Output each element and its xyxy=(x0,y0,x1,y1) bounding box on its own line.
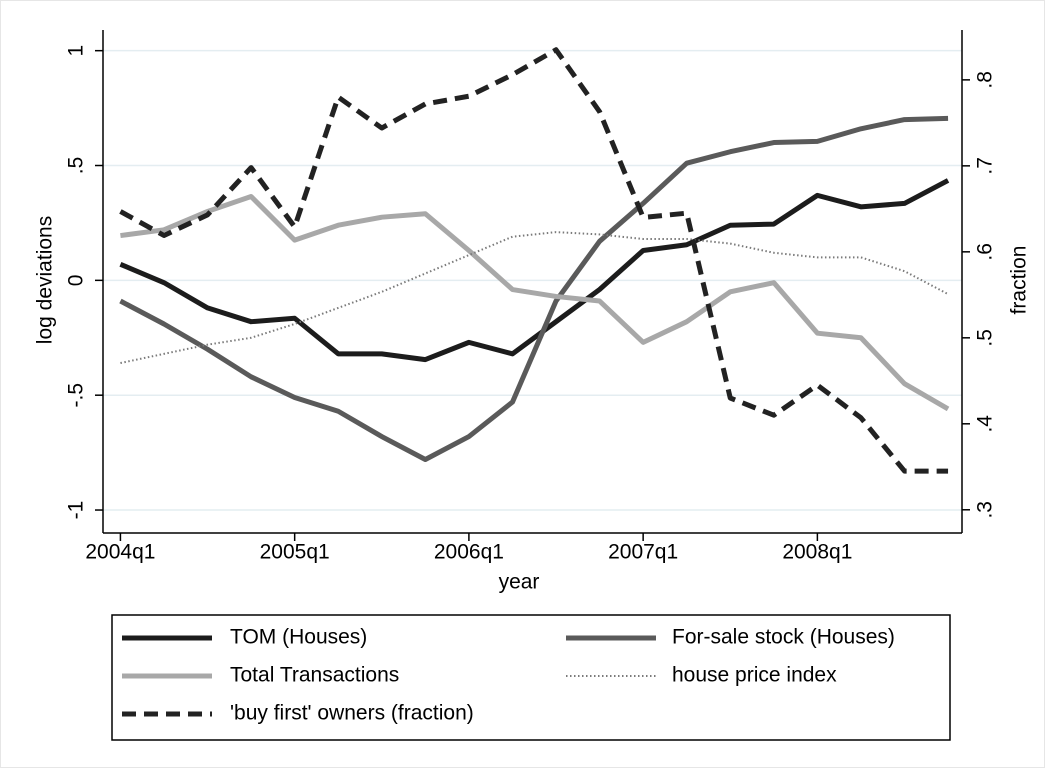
line-series xyxy=(119,47,949,474)
y-tick-label: -.5 xyxy=(65,383,88,408)
y-tick-label: -1 xyxy=(65,501,88,520)
legend-label: Total Transactions xyxy=(230,664,399,687)
legend-label: 'buy first' owners (fraction) xyxy=(230,702,474,725)
y2-tick-label: .4 xyxy=(974,415,997,433)
y-axis-title: log deviations xyxy=(34,216,57,344)
legend-label: For-sale stock (Houses) xyxy=(672,626,895,649)
x-tick-label: 2006q1 xyxy=(434,541,504,564)
x-tick-label: 2007q1 xyxy=(608,541,678,564)
y2-tick-label: .5 xyxy=(974,329,997,347)
line-series xyxy=(119,115,949,463)
legend-label: TOM (Houses) xyxy=(230,626,367,649)
line-series xyxy=(120,194,950,412)
y2-axis-title: fraction xyxy=(1008,246,1031,315)
line-series xyxy=(120,231,949,365)
y2-tick-label: .7 xyxy=(974,157,997,175)
line-series xyxy=(119,178,950,363)
y2-tick-label: .8 xyxy=(974,71,997,89)
y-tick-label: 1 xyxy=(65,45,88,57)
x-tick-label: 2005q1 xyxy=(260,541,330,564)
x-tick-label: 2004q1 xyxy=(85,541,155,564)
y-tick-label: 0 xyxy=(65,275,88,287)
legend xyxy=(111,614,951,741)
x-tick-label: 2008q1 xyxy=(782,541,852,564)
y2-tick-label: .6 xyxy=(974,243,997,261)
y-tick-label: .5 xyxy=(65,157,88,175)
x-axis-title: year xyxy=(499,571,540,594)
legend-label: house price index xyxy=(672,664,837,687)
y2-tick-label: .3 xyxy=(974,501,997,519)
